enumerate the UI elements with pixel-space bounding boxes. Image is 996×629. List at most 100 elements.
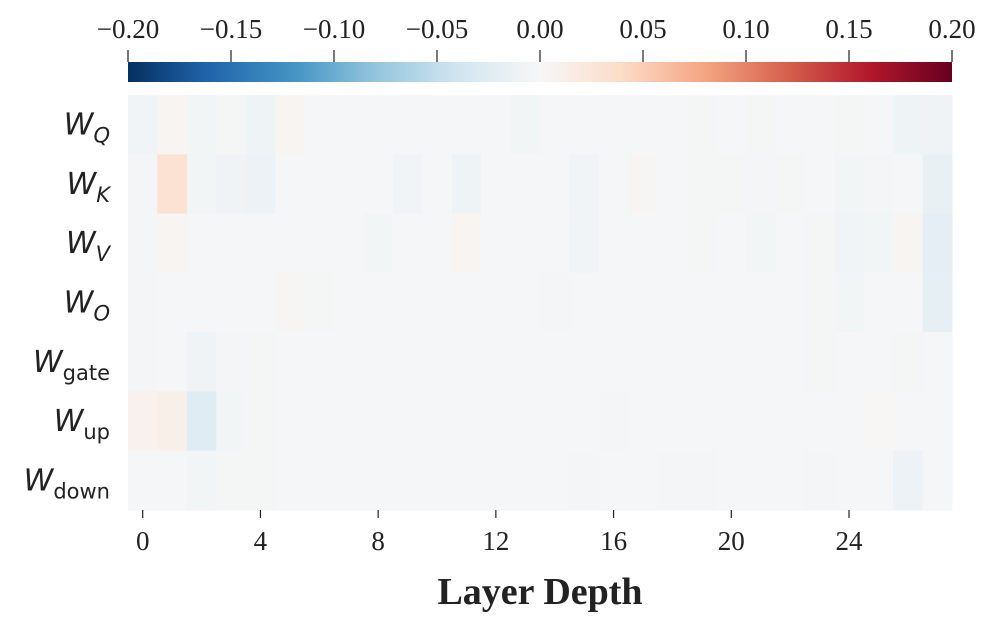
colorbar-tick-label: 0.15: [825, 14, 872, 44]
heatmap-cell: [922, 272, 953, 333]
heatmap-cell: [128, 213, 158, 274]
heatmap-cell: [540, 391, 570, 452]
heatmap-cell: [128, 450, 158, 511]
heatmap-cell: [834, 154, 865, 215]
heatmap-cell: [510, 391, 541, 452]
heatmap-cell: [451, 95, 482, 155]
x-axis-title: Layer Depth: [437, 571, 642, 613]
y-label-subscript: O: [93, 302, 110, 326]
heatmap-cell: [687, 154, 718, 215]
heatmap-cell: [392, 272, 423, 333]
heatmap-cell: [186, 332, 217, 392]
heatmap-cell: [157, 154, 188, 215]
heatmap-cell: [186, 95, 217, 155]
heatmap-cell: [746, 213, 776, 274]
heatmap-cell: [804, 95, 835, 155]
heatmap-cell: [510, 154, 541, 215]
heatmap-cell: [451, 272, 482, 333]
heatmap-cell: [392, 154, 423, 215]
heatmap-cell: [540, 154, 570, 215]
heatmap-cell: [186, 272, 217, 333]
heatmap-cell: [157, 332, 188, 392]
heatmap-cell: [334, 213, 364, 274]
heatmap-cell: [657, 450, 688, 511]
y-label-subscript: gate: [63, 361, 110, 385]
heatmap-cell: [716, 154, 747, 215]
heatmap-cell: [304, 450, 335, 511]
heatmap-cell: [216, 272, 247, 333]
heatmap-cell: [657, 332, 688, 392]
heatmap-cell: [392, 95, 423, 155]
heatmap-cell: [657, 213, 688, 274]
heatmap-cell: [775, 450, 806, 511]
y-tick-label: Wgate: [33, 345, 110, 385]
y-label-subscript: K: [96, 183, 112, 207]
heatmap-cell: [893, 95, 924, 155]
heatmap-cell: [628, 95, 659, 155]
heatmap-cell: [834, 272, 865, 333]
heatmap-cell: [775, 95, 806, 155]
heatmap-cell: [746, 391, 776, 452]
y-label-subscript: down: [53, 479, 110, 503]
heatmap-cell: [775, 391, 806, 452]
heatmap-cell: [216, 391, 247, 452]
heatmap-cell: [628, 272, 659, 333]
heatmap-cell: [451, 450, 482, 511]
heatmap-cell: [922, 332, 953, 392]
heatmap-cell: [334, 332, 364, 392]
heatmap-cell: [628, 391, 659, 452]
heatmap-cell: [422, 450, 453, 511]
heatmap-cell: [922, 154, 953, 215]
heatmap-cell: [422, 272, 453, 333]
heatmap-cell: [863, 391, 894, 452]
y-label-base: W: [67, 167, 98, 202]
y-tick-label: WO: [64, 286, 110, 326]
heatmap-cell: [540, 450, 570, 511]
heatmap-cell: [569, 272, 600, 333]
colorbar-tick-label: 0.10: [722, 14, 769, 44]
heatmap-cell: [893, 391, 924, 452]
y-label-base: W: [33, 345, 64, 380]
heatmap-cell: [422, 213, 453, 274]
heatmap-cell: [334, 272, 364, 333]
x-tick-label: 0: [136, 526, 150, 556]
heatmap-cell: [746, 332, 776, 392]
heatmap-cell: [186, 450, 217, 511]
heatmap-cell: [157, 272, 188, 333]
heatmap-cell: [422, 95, 453, 155]
heatmap-cell: [746, 154, 776, 215]
heatmap-cell: [275, 213, 306, 274]
heatmap-cell: [922, 450, 953, 511]
y-label-base: W: [64, 108, 95, 143]
heatmap-cell: [128, 272, 158, 333]
heatmap-cell: [746, 450, 776, 511]
heatmap-cell: [216, 332, 247, 392]
heatmap-cell: [628, 450, 659, 511]
heatmap-cell: [392, 391, 423, 452]
heatmap-cell: [216, 154, 247, 215]
heatmap-cell: [481, 154, 512, 215]
heatmap-cell: [157, 95, 188, 155]
heatmap-cell: [245, 332, 276, 392]
heatmap-cell: [716, 95, 747, 155]
heatmap-cell: [422, 391, 453, 452]
heatmap-cell: [392, 213, 423, 274]
heatmap-cell: [304, 213, 335, 274]
heatmap-cell: [128, 95, 158, 155]
heatmap-cell: [628, 332, 659, 392]
heatmap-cell: [863, 272, 894, 333]
heatmap-cell: [186, 213, 217, 274]
heatmap-cell: [775, 154, 806, 215]
heatmap-cell: [716, 391, 747, 452]
heatmap-cell: [481, 332, 512, 392]
heatmap-cell: [245, 450, 276, 511]
heatmap-cell: [598, 95, 629, 155]
heatmap-cell: [481, 391, 512, 452]
heatmap-cell: [804, 332, 835, 392]
heatmap-cell: [275, 154, 306, 215]
heatmap-cell: [687, 332, 718, 392]
heatmap-cell: [216, 95, 247, 155]
heatmap-cell: [363, 450, 394, 511]
heatmap-cell: [510, 332, 541, 392]
heatmap-cell: [863, 213, 894, 274]
